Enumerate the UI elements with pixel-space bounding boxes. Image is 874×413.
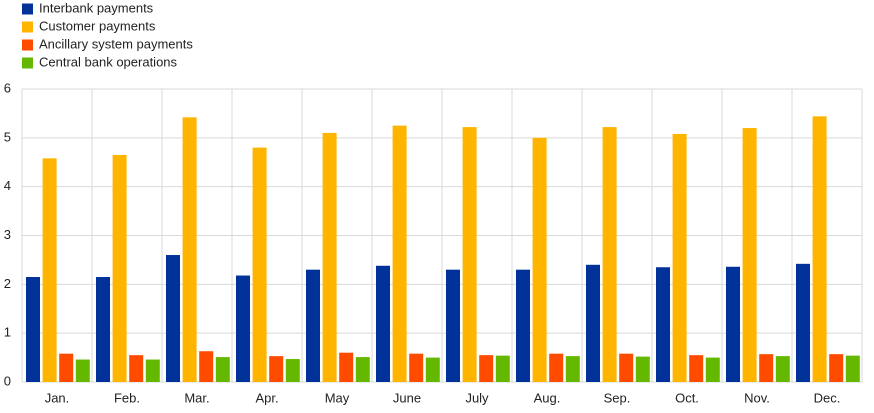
bar <box>586 264 600 382</box>
legend-swatch <box>22 39 33 51</box>
bar <box>845 355 860 382</box>
bar <box>26 277 40 382</box>
x-tick-label: June <box>393 390 421 405</box>
bar <box>199 351 214 382</box>
bar <box>495 355 510 382</box>
x-tick-label: May <box>325 390 350 405</box>
bar <box>409 353 424 382</box>
bar <box>705 357 720 382</box>
legend-label: Central bank operations <box>39 54 178 69</box>
bar <box>462 127 477 382</box>
y-tick-label: 3 <box>4 227 11 242</box>
bar <box>446 269 460 382</box>
bar <box>532 137 547 382</box>
bar <box>182 117 197 382</box>
legend-label: Interbank payments <box>39 0 154 15</box>
bar <box>355 357 370 382</box>
bar <box>829 354 844 382</box>
y-tick-label: 1 <box>4 325 11 340</box>
x-tick-label: Apr. <box>255 390 278 405</box>
x-tick-label: Dec. <box>814 390 841 405</box>
legend-swatch <box>22 3 33 15</box>
y-tick-label: 5 <box>4 129 11 144</box>
bar <box>796 263 810 382</box>
legend-label: Customer payments <box>39 18 156 33</box>
bar <box>376 265 390 382</box>
bar <box>339 352 354 382</box>
bar <box>602 127 617 382</box>
bar <box>42 158 57 382</box>
x-tick-label: Mar. <box>184 390 209 405</box>
x-tick-label: Feb. <box>114 390 140 405</box>
bar <box>516 269 530 382</box>
bar <box>812 116 827 382</box>
bar <box>759 354 774 382</box>
bar <box>236 275 250 382</box>
bar <box>775 356 790 382</box>
y-tick-label: 6 <box>4 80 11 95</box>
bar <box>96 277 110 382</box>
bar <box>565 356 580 382</box>
bar <box>656 267 670 382</box>
bar <box>635 356 650 382</box>
bar <box>322 132 337 382</box>
bar <box>59 353 74 382</box>
bar <box>619 353 634 382</box>
bar <box>392 125 407 382</box>
x-tick-label: Nov. <box>744 390 770 405</box>
bar <box>479 355 494 382</box>
bar <box>425 357 440 382</box>
y-tick-label: 4 <box>4 178 11 193</box>
y-tick-label: 2 <box>4 276 11 291</box>
bar <box>75 359 90 382</box>
x-tick-label: Oct. <box>675 390 699 405</box>
bar <box>689 355 704 382</box>
bar <box>306 269 320 382</box>
bar <box>742 128 757 382</box>
bar <box>112 154 127 382</box>
bar <box>269 356 284 382</box>
bar <box>672 133 687 382</box>
bar <box>726 266 740 382</box>
x-tick-label: July <box>465 390 489 405</box>
bar <box>215 357 230 382</box>
x-tick-label: Jan. <box>45 390 70 405</box>
bar <box>549 353 564 382</box>
x-tick-label: Aug. <box>534 390 561 405</box>
legend-label: Ancillary system payments <box>39 36 193 51</box>
bar <box>166 255 180 382</box>
bar <box>145 359 160 382</box>
y-tick-label: 0 <box>4 373 11 388</box>
x-tick-label: Sep. <box>604 390 631 405</box>
legend-swatch <box>22 21 33 33</box>
bar <box>252 147 267 382</box>
legend-swatch <box>22 57 33 69</box>
bar <box>285 359 300 382</box>
bar <box>129 355 144 382</box>
